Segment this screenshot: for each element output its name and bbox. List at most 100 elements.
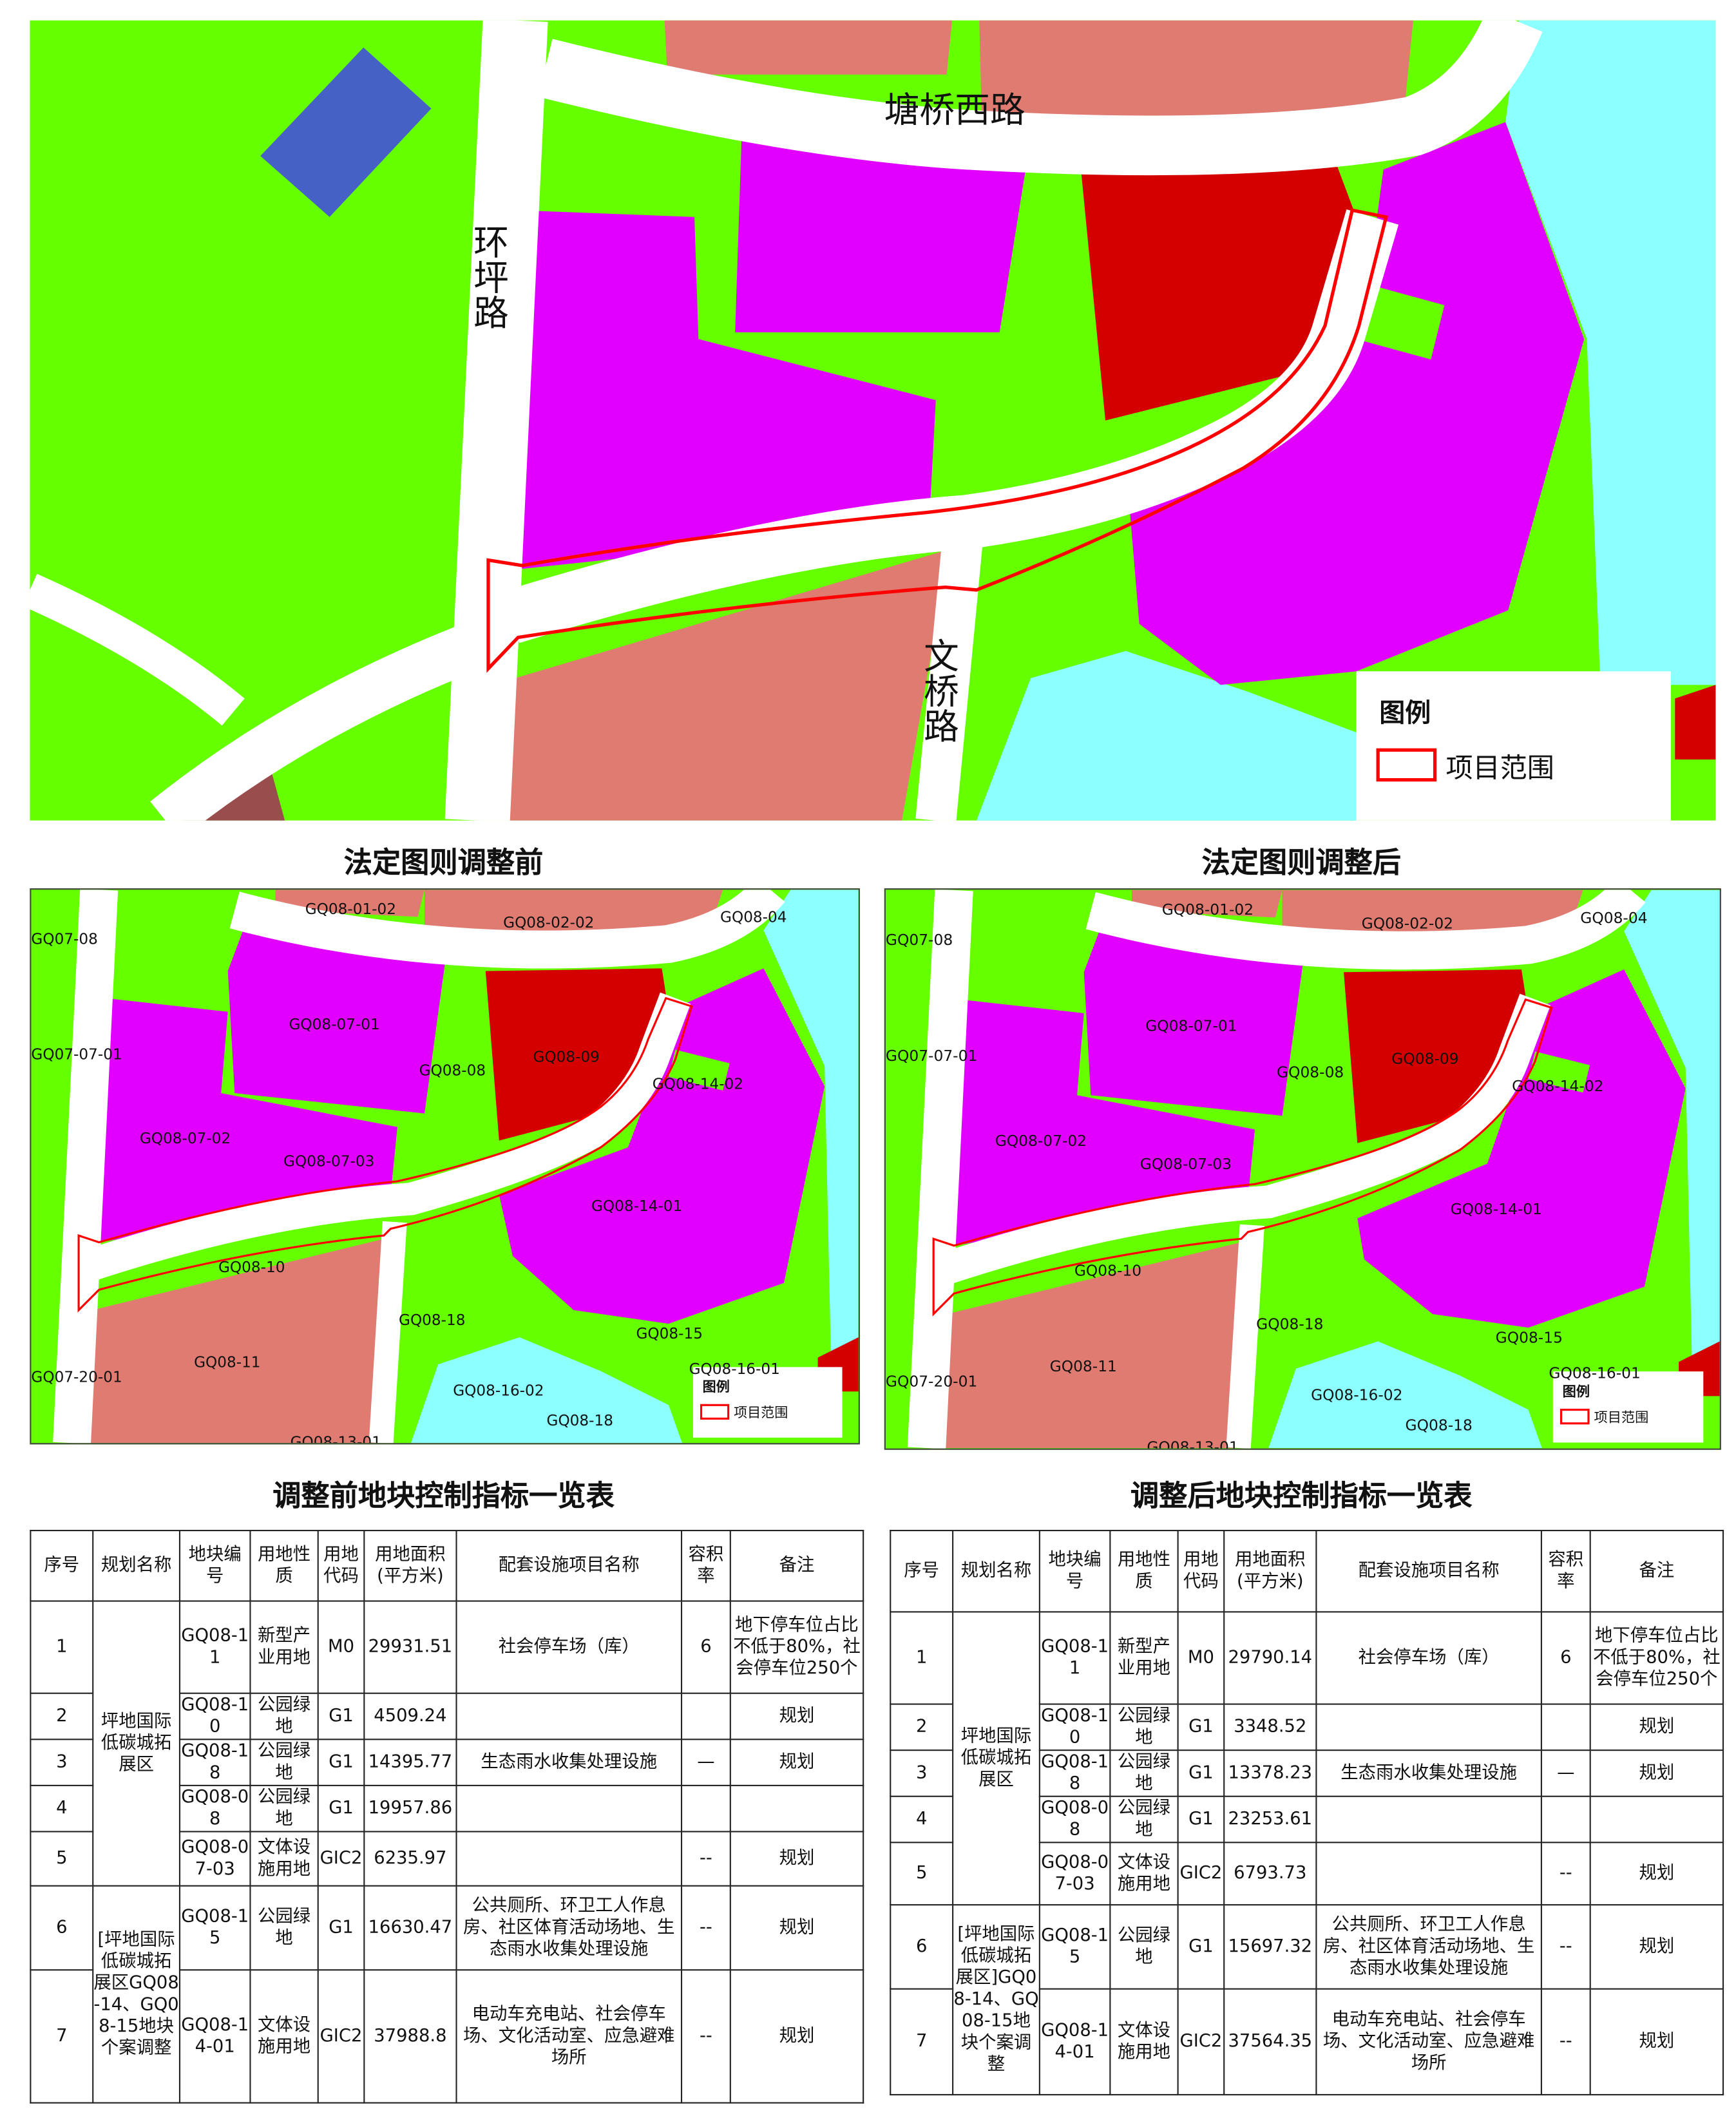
road-label-tangqiao-west: 塘桥西路 — [884, 89, 1025, 130]
road-diagonal — [30, 573, 245, 726]
plan-name-cell: 坪地国际低碳城拓展区 — [92, 1600, 181, 1887]
parcel-magenta — [227, 917, 445, 1114]
legend-swatch — [1560, 1408, 1590, 1425]
cell-area: 23253.61 — [1223, 1795, 1317, 1844]
legend-title: 图例 — [703, 1378, 730, 1395]
parcel-label: GQ08-07-02 — [995, 1132, 1087, 1150]
cell-note: 规划 — [1589, 1988, 1724, 2095]
parcel-magenta — [1357, 969, 1686, 1328]
cell-far: -- — [680, 1969, 731, 2104]
cell-far — [680, 1692, 731, 1740]
parcel-label: GQ08-18 — [1406, 1416, 1473, 1434]
table-header-row: 序号 规划名称 地块编号 用地性质 用地代码 用地面积(平方米) 配套设施项目名称 容积率 备注 — [30, 1530, 864, 1602]
cell-note: 地下停车位占比不低于80%，社会停车位250个 — [729, 1600, 864, 1694]
parcel-label: GQ08-15 — [1496, 1329, 1563, 1347]
parcel-label: GQ08-07-01 — [289, 1016, 379, 1033]
green-patch — [669, 1049, 730, 1091]
cell-facility — [1315, 1703, 1542, 1751]
cell-id: GQ08-11 — [1038, 1611, 1111, 1705]
cell-id: GQ08-18 — [178, 1739, 251, 1786]
column-header: 规划名称 — [92, 1530, 181, 1602]
parcel-label: GQ08-09 — [533, 1049, 599, 1066]
main-map: 塘桥西路 环坪路 文桥路 图例 项目范围 — [30, 20, 1716, 821]
parcel-label: GQ08-02-02 — [503, 915, 594, 931]
parcel-magenta — [1125, 122, 1585, 685]
cell-note: 规划 — [1589, 1842, 1724, 1906]
water-area — [763, 890, 859, 1378]
cell-nature: 新型产业用地 — [1109, 1611, 1179, 1705]
cell-nature: 文体设施用地 — [1109, 1988, 1179, 2095]
cell-facility — [1315, 1795, 1542, 1844]
parcel-salmon — [940, 1239, 1255, 1448]
parcel-label: GQ08-08 — [419, 1063, 486, 1080]
parcel-red — [1675, 685, 1716, 760]
map-canvas: 图例 项目范围 GQ08-01-02 GQ08-02-02 GQ08-04 GQ07-0… — [886, 890, 1720, 1449]
after-table: 序号 规划名称 地块编号 用地性质 用地代码 用地面积(平方米) 配套设施项目名称 容积率 备注… — [890, 1530, 1724, 2095]
cell-facility: 电动车充电站、社会停车场、文化活动室、应急避难场所 — [455, 1969, 683, 2104]
cell-id: GQ08-14-01 — [1038, 1988, 1111, 2095]
cell-facility — [455, 1692, 683, 1740]
cell-no: 6 — [890, 1904, 954, 1990]
project-boundary — [77, 996, 693, 1313]
cell-nature: 新型产业用地 — [249, 1600, 319, 1694]
cell-nature: 公园绿地 — [249, 1784, 319, 1833]
cell-facility: 电动车充电站、社会停车场、文化活动室、应急避难场所 — [1315, 1988, 1542, 2095]
parcel-magenta — [954, 999, 1255, 1246]
cell-code: G1 — [1177, 1904, 1225, 1990]
parcel-label: GQ07-20-01 — [31, 1369, 122, 1386]
cell-code: G1 — [317, 1885, 365, 1971]
cell-far: — — [680, 1739, 731, 1786]
cell-note: 规划 — [729, 1885, 864, 1971]
table-row: 7 GQ08-14-01 文体设施用地 GIC2 37988.8 电动车充电站、社会停车场… — [30, 1969, 864, 2104]
cell-area: 3348.52 — [1223, 1703, 1317, 1751]
parcel-label: GQ08-04 — [720, 910, 787, 926]
before-map: 图例 项目范围 GQ08-01-02 GQ08-02-02 GQ08-04 GQ07-0… — [30, 888, 860, 1445]
column-header: 序号 — [30, 1530, 94, 1602]
cell-id: GQ08-08 — [178, 1784, 251, 1833]
cell-nature: 公园绿地 — [249, 1692, 319, 1740]
parcel-label: GQ07-07-01 — [886, 1047, 977, 1065]
column-header: 规划名称 — [952, 1530, 1040, 1613]
cell-far: 6 — [680, 1600, 731, 1694]
cell-area: 14395.77 — [363, 1739, 457, 1786]
after-table-title: 调整后地块控制指标一览表 — [1130, 1480, 1473, 1512]
cell-far — [1540, 1795, 1591, 1844]
cell-note: 规划 — [729, 1692, 864, 1740]
water-area — [1505, 20, 1716, 685]
road-label-wenqiao: 文桥路 — [918, 638, 959, 743]
cell-id: GQ08-07-03 — [178, 1831, 251, 1887]
table-row: 4 GQ08-08 公园绿地 G1 19957.86 — [30, 1784, 864, 1833]
column-header: 配套设施项目名称 — [1315, 1530, 1542, 1613]
cell-far: -- — [680, 1831, 731, 1887]
cell-far: -- — [1540, 1842, 1591, 1906]
cell-area: 37564.35 — [1223, 1988, 1317, 2095]
road — [1085, 890, 1646, 970]
cell-no: 2 — [890, 1703, 954, 1751]
cell-note — [1589, 1795, 1724, 1844]
legend-box — [692, 1367, 843, 1438]
cell-nature: 公园绿地 — [249, 1739, 319, 1786]
road — [1226, 1224, 1264, 1449]
cell-nature: 公园绿地 — [1109, 1749, 1179, 1797]
legend-title: 图例 — [1563, 1384, 1590, 1400]
parcel-magenta — [499, 968, 825, 1324]
parcel-label: GQ07-20-01 — [886, 1372, 977, 1390]
column-header: 备注 — [729, 1530, 864, 1602]
plan-name-cell: [坪地国际低碳城拓展区]GQ08-14、GQ08-15地块个案调整 — [952, 1904, 1040, 2095]
parcel-magenta — [515, 210, 936, 570]
cell-no: 3 — [890, 1749, 954, 1797]
parcel-label: GQ08-14-02 — [1512, 1077, 1603, 1095]
legend-label: 项目范围 — [1594, 1410, 1648, 1426]
cell-code: G1 — [317, 1692, 365, 1740]
parcel-label: GQ08-16-01 — [689, 1361, 780, 1378]
parcel-magenta — [99, 998, 397, 1243]
cell-facility: 公共厕所、环卫工人作息房、社区体育活动场地、生态雨水收集处理设施 — [455, 1885, 683, 1971]
road — [53, 890, 119, 1444]
parcel-label: GQ08-07-01 — [1145, 1017, 1237, 1035]
cell-facility — [1315, 1842, 1542, 1906]
cell-no: 1 — [890, 1611, 954, 1705]
parcel-label: GQ08-18 — [399, 1312, 465, 1329]
road-wenqiao — [915, 533, 984, 821]
cell-id: GQ08-15 — [1038, 1904, 1111, 1990]
parcel-salmon — [85, 1235, 397, 1444]
